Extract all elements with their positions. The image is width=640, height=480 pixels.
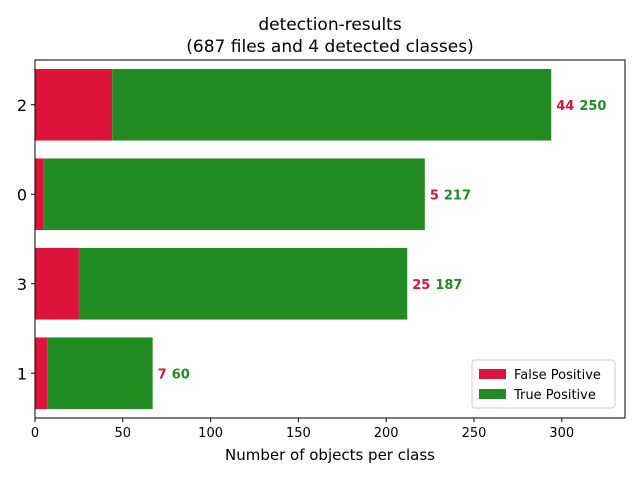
chart-subtitle: (687 files and 4 detected classes): [186, 37, 473, 57]
value-label-false-positive-2: 44: [556, 99, 574, 114]
x-tick-label-150: 150: [286, 426, 311, 441]
value-label-true-positive-1: 60: [172, 367, 190, 382]
bar-false-positive-1: [35, 337, 48, 410]
y-tick-label-3: 3: [17, 275, 27, 294]
y-tick-label-0: 0: [17, 185, 27, 204]
bar-false-positive-0: [35, 158, 44, 231]
chart-title: detection-results: [258, 15, 402, 35]
bar-true-positive-0: [43, 158, 425, 231]
x-axis-label: Number of objects per class: [225, 446, 435, 464]
x-tick-label-100: 100: [198, 426, 223, 441]
bar-true-positive-3: [78, 247, 408, 320]
legend-box: [471, 359, 616, 409]
value-label-true-positive-2: 250: [579, 99, 606, 114]
legend-swatch-true-positive: [479, 389, 506, 399]
legend: False Positive True Positive: [471, 359, 616, 409]
legend-swatch-false-positive: [479, 369, 506, 379]
x-tick-label-300: 300: [549, 426, 574, 441]
legend-label-true-positive: True Positive: [513, 388, 596, 403]
value-label-false-positive-1: 7: [158, 367, 167, 382]
bar-true-positive-1: [47, 337, 153, 410]
value-label-false-positive-0: 5: [430, 188, 439, 203]
value-label-true-positive-3: 187: [435, 278, 462, 293]
y-tick-label-1: 1: [17, 364, 27, 383]
legend-label-false-positive: False Positive: [514, 368, 601, 383]
x-tick-label-250: 250: [462, 426, 487, 441]
bar-false-positive-2: [35, 68, 113, 141]
y-tick-label-2: 2: [17, 96, 27, 115]
value-label-false-positive-3: 25: [412, 278, 430, 293]
x-tick-label-200: 200: [374, 426, 399, 441]
x-tick-label-0: 0: [31, 426, 39, 441]
value-label-true-positive-0: 217: [444, 188, 471, 203]
x-tick-label-50: 50: [115, 426, 132, 441]
bar-false-positive-3: [35, 247, 79, 320]
bar-true-positive-2: [112, 68, 552, 141]
plot-frame: [34, 59, 626, 419]
